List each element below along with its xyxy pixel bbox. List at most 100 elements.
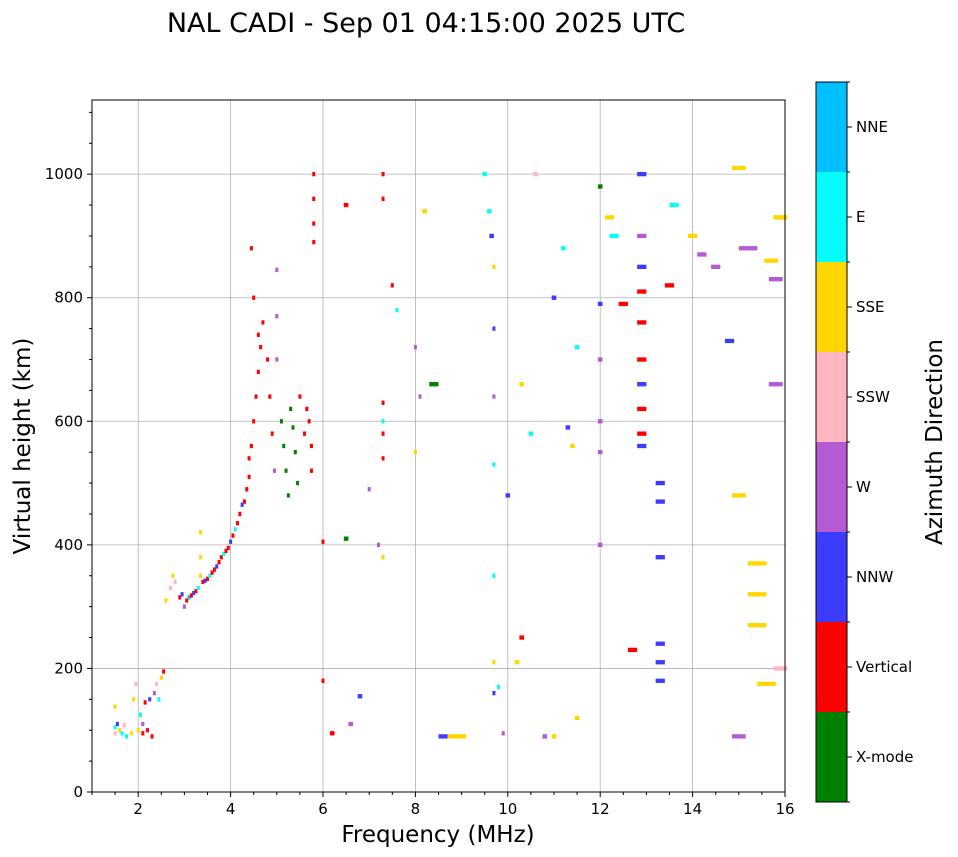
data-point — [395, 307, 399, 313]
plot-area: 2 4 6 8 10 12 14 16 0 200 400 600 800 1000 — [45, 99, 795, 818]
data-point — [321, 678, 325, 683]
data-point — [217, 559, 221, 565]
data-point — [664, 283, 675, 288]
data-point — [492, 690, 496, 696]
data-point — [270, 431, 274, 436]
data-point — [231, 533, 235, 538]
data-point — [637, 382, 647, 387]
data-point — [192, 590, 196, 596]
data-point — [266, 357, 270, 362]
data-point — [113, 731, 117, 736]
data-point — [381, 171, 385, 177]
data-point — [145, 728, 149, 733]
data-point — [159, 675, 163, 680]
colorbar-tick-label: Vertical — [856, 658, 912, 676]
data-point — [249, 246, 253, 251]
data-point — [627, 647, 638, 653]
data-point — [312, 239, 316, 245]
data-point — [731, 734, 746, 739]
data-point — [731, 165, 746, 171]
data-point — [321, 539, 325, 544]
data-point — [312, 171, 316, 177]
data-point — [697, 252, 707, 257]
data-point — [171, 573, 175, 578]
data-point — [139, 712, 143, 717]
data-point — [222, 551, 226, 557]
x-tick-label: 8 — [411, 800, 421, 818]
data-point — [182, 604, 186, 609]
data-point — [528, 431, 534, 436]
data-point — [199, 530, 203, 535]
plot-background — [92, 100, 785, 792]
data-point — [307, 419, 311, 424]
data-point — [141, 731, 145, 736]
data-point — [381, 196, 385, 202]
data-point — [215, 564, 219, 569]
data-point — [226, 545, 230, 551]
data-point — [242, 499, 246, 504]
data-point — [247, 456, 251, 461]
data-point — [289, 406, 293, 412]
data-point — [551, 734, 557, 739]
data-point — [152, 690, 156, 696]
data-point — [637, 320, 647, 325]
data-point — [655, 641, 665, 646]
data-point — [429, 382, 439, 387]
data-point — [178, 595, 182, 600]
colorbar-tick-label: SSE — [856, 298, 885, 316]
data-point — [482, 171, 488, 177]
data-point — [422, 209, 427, 214]
data-point — [268, 394, 272, 399]
data-point — [256, 332, 260, 337]
data-point — [609, 233, 619, 239]
data-point — [381, 456, 385, 461]
data-point — [240, 502, 244, 507]
data-point — [492, 394, 496, 399]
data-point — [597, 184, 603, 189]
colorbar-segment — [816, 82, 847, 172]
colorbar-tick-label: E — [856, 208, 865, 226]
data-point — [768, 382, 783, 387]
x-axis-label: Frequency (MHz) — [341, 822, 534, 848]
data-point — [256, 369, 260, 375]
data-point — [224, 548, 228, 554]
data-point — [312, 221, 316, 226]
data-point — [376, 542, 380, 548]
data-point — [357, 694, 363, 699]
data-point — [194, 589, 198, 594]
data-point — [286, 493, 290, 498]
data-point — [604, 215, 615, 220]
data-point — [637, 431, 647, 436]
colorbar-segment — [816, 262, 847, 352]
data-point — [731, 493, 746, 498]
data-point — [150, 734, 154, 739]
colorbar-segment — [816, 622, 847, 712]
colorbar-tick-label: NNE — [856, 118, 888, 136]
data-point — [381, 400, 385, 405]
data-point — [738, 246, 758, 251]
colorbar-tick-label: W — [856, 478, 871, 496]
colorbar-frame — [815, 81, 848, 803]
data-point — [655, 660, 665, 665]
data-point — [275, 314, 279, 319]
colorbar-segment — [816, 442, 847, 532]
colorbar-tick-label: NNW — [856, 568, 893, 586]
y-tick-label: 1000 — [45, 165, 83, 183]
colorbar: X-mode Vertical NNW W SSW SSE E NNE — [815, 81, 913, 803]
data-point — [206, 576, 209, 582]
data-point — [247, 474, 251, 480]
data-point — [254, 394, 258, 399]
data-point — [597, 301, 603, 307]
x-tick-label: 2 — [133, 800, 143, 818]
data-point — [574, 715, 580, 721]
colorbar-segment — [816, 712, 847, 802]
data-point — [487, 209, 492, 214]
data-point — [492, 660, 496, 665]
data-point — [505, 493, 511, 498]
data-point — [180, 592, 184, 597]
data-point — [296, 480, 300, 486]
data-point — [245, 487, 249, 492]
data-point — [203, 578, 207, 583]
data-point — [724, 338, 735, 344]
data-point — [113, 704, 117, 709]
